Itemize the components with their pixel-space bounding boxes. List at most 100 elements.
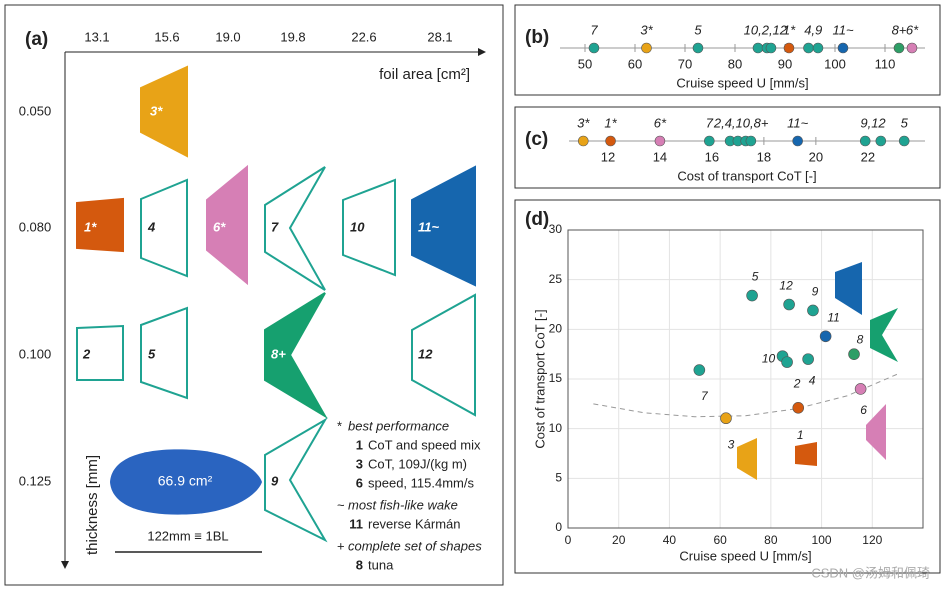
row-label: 0.080 [19,219,52,234]
foil-shape [411,293,476,417]
foil-shape [411,165,476,287]
row-label: 0.125 [19,473,52,488]
legend-text: CoT and speed mix [368,437,481,452]
fit-curve [593,373,898,418]
point-label: 11 [827,310,839,324]
foil-shape [264,417,328,543]
x-tick-label: 50 [578,56,592,71]
dot [588,42,600,54]
x-tick-label: 100 [812,533,832,547]
dot-label: 4,9 [804,22,822,37]
point-label: 10 [762,351,776,365]
foil-shape [76,197,124,253]
x-tick-label: 90 [778,56,792,71]
foil-shape [342,178,396,277]
row-label: 0.050 [19,103,52,118]
foil-shape [264,166,326,291]
legend-text: speed, 115.4mm/s [368,475,474,490]
dot [898,135,910,147]
shape-icon [870,308,898,362]
column-label: 22.6 [351,29,376,44]
point [792,402,805,414]
dot [641,42,652,54]
foil-label: 7 [271,219,279,234]
legend-id: 1 [356,437,363,452]
dot [875,135,887,147]
point-label: 12 [779,279,793,293]
x-tick-label: 12 [601,149,615,164]
dot [577,135,589,147]
foil-shape [140,306,188,400]
foil-label: 1* [84,219,97,234]
point [783,298,795,311]
legend-id: 8 [356,557,363,572]
foil-shape [206,164,248,286]
y-axis-label: Cost of transport CoT [-] [532,309,547,448]
dot-label: 1* [604,115,617,130]
point-label: 4 [809,373,816,387]
point-label: 2 [793,376,801,390]
x-tick-label: 18 [757,149,771,164]
x-axis-label: Cost of transport CoT [-] [677,168,816,183]
dot-label: 11~ [832,22,853,37]
foil-label: 4 [147,219,156,234]
point [781,356,793,368]
dot-label: 7 [590,22,598,37]
dot [605,135,616,147]
x-tick-label: 100 [824,56,846,71]
shape-icon [866,404,886,460]
dot [893,42,905,54]
y-tick-label: 25 [549,272,563,286]
y-tick-label: 15 [549,371,563,385]
point [720,412,732,425]
dot [752,42,764,54]
x-tick-label: 60 [713,533,727,547]
x-tick-label: 22 [861,149,875,164]
y-tick-label: 5 [555,471,562,485]
dot-label: 2,4,10,8+ [713,115,769,130]
panel-label: (b) [525,27,549,48]
dot-label: 5 [901,115,909,130]
foil-label: 9 [271,473,279,488]
foil-label: 6* [213,219,226,234]
column-label: 28.1 [427,29,452,44]
dot [906,42,918,54]
point-label: 9 [812,285,819,299]
foil-label: 11~ [418,219,439,234]
x-tick-label: 20 [809,149,823,164]
shape-icon [737,438,757,480]
point [746,289,758,302]
foil-shape [140,178,188,278]
dot-label: 7 [706,115,714,130]
point-label: 1 [797,428,804,442]
dot-label: 10,2,12 [744,22,788,37]
panel-b-frame [514,4,941,96]
dot-label: 6* [654,115,667,130]
legend-marker: ~ [337,497,345,512]
foil-label: 2 [82,346,91,361]
point-label: 7 [701,389,709,403]
axis-label: foil area [cm²] [379,66,470,83]
point [848,348,860,360]
dot [654,135,666,147]
legend-heading: most fish-like wake [348,497,458,512]
dot-label: 11~ [787,115,808,130]
point [693,364,706,376]
dot [812,42,824,54]
legend-text: tuna [368,557,394,572]
legend-text: reverse Kármán [368,516,460,531]
point-label: 6 [860,403,867,417]
dot [704,135,715,147]
dot [745,135,757,147]
x-tick-label: 20 [612,533,626,547]
legend-id: 11 [349,516,363,531]
panel-label: (d) [525,209,549,230]
point [819,330,832,343]
foil-shape [264,292,328,419]
dot [692,42,704,54]
legend-marker: + [337,538,345,553]
shape-icon [795,442,817,466]
column-label: 19.0 [215,29,240,44]
dot [803,42,814,54]
